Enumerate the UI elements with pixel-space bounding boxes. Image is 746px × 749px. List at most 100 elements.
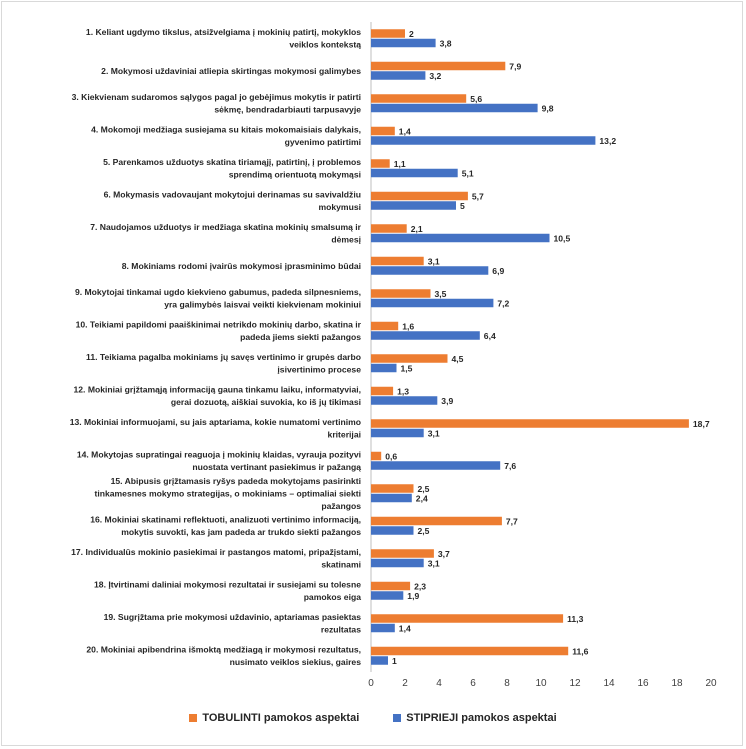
value-label-tobulinti: 7,9 (509, 61, 521, 71)
legend-label-stiprieji: STIPRIEJI pamokos aspektai (406, 712, 557, 724)
category-label: 13. Mokiniai informuojami, su jais aptar… (70, 417, 361, 427)
x-tick-label: 0 (368, 678, 374, 689)
value-label-stiprieji: 1,5 (401, 363, 413, 373)
category-label: dėmesį (331, 235, 361, 245)
bar-tobulinti (371, 61, 506, 71)
bar-tobulinti (371, 159, 390, 168)
category-label: gyvenimo patirtimi (285, 137, 361, 147)
legend: TOBULINTI pamokos aspektai STIPRIEJI pam… (0, 712, 746, 724)
x-tick-label: 16 (637, 678, 649, 689)
value-label-stiprieji: 5 (460, 201, 465, 211)
category-label: 20. Mokiniai apibendrina išmoktą medžiag… (86, 645, 361, 655)
x-tick-label: 20 (705, 678, 717, 689)
category-label: sėkmę, bendradarbiauti tarpusavyje (214, 105, 361, 115)
bar-stiprieji (371, 591, 404, 600)
bar-stiprieji (371, 461, 501, 470)
value-label-tobulinti: 3,5 (435, 289, 447, 299)
value-label-stiprieji: 2,5 (418, 526, 430, 536)
value-label-tobulinti: 1,1 (394, 159, 406, 169)
value-label-stiprieji: 3,1 (428, 428, 440, 438)
bars-group (371, 29, 689, 665)
value-label-stiprieji: 3,8 (440, 38, 452, 48)
bar-tobulinti (371, 29, 405, 38)
legend-label-tobulinti: TOBULINTI pamokos aspektai (202, 712, 360, 724)
bar-tobulinti (371, 484, 414, 493)
bar-tobulinti (371, 224, 407, 233)
category-label: gerai dozuotą, aiškiai suvokia, ko iš jų… (171, 397, 361, 407)
value-label-stiprieji: 3,2 (429, 71, 441, 81)
bar-stiprieji (371, 103, 538, 113)
category-label: 12. Mokiniai grįžtamąją informaciją gaun… (74, 385, 362, 395)
labels-group: 1. Keliant ugdymo tikslus, atsižvelgiama… (70, 27, 710, 667)
category-label: 3. Kiekvienam sudaromos sąlygos pagal jo… (72, 92, 361, 102)
bar-stiprieji (371, 656, 388, 665)
bar-stiprieji (371, 363, 397, 373)
value-label-tobulinti: 18,7 (693, 419, 710, 429)
bar-tobulinti (371, 646, 569, 656)
bar-stiprieji (371, 558, 424, 568)
value-label-tobulinti: 3,1 (428, 256, 440, 266)
x-tick-label: 14 (603, 678, 615, 689)
value-label-stiprieji: 3,9 (441, 396, 453, 406)
category-label: skatinami (321, 560, 361, 570)
bar-stiprieji (371, 493, 412, 503)
category-label: nuostata vertinant pasiekimus ir pažangą (192, 462, 361, 472)
bar-tobulinti (371, 386, 394, 396)
bar-tobulinti (371, 516, 502, 526)
value-label-stiprieji: 5,1 (462, 168, 474, 178)
value-label-stiprieji: 7,6 (504, 461, 516, 471)
x-tick-label: 12 (569, 678, 581, 689)
category-label: 6. Mokymasis vadovaujant mokytojui derin… (104, 190, 361, 200)
bar-tobulinti (371, 289, 431, 298)
category-label: 2. Mokymosi uždaviniai atliepia skirting… (101, 66, 361, 76)
value-label-stiprieji: 1,4 (399, 623, 411, 633)
legend-item-tobulinti: TOBULINTI pamokos aspektai (189, 712, 359, 724)
category-label: 17. Individualūs mokinio pasiekimai ir p… (71, 547, 361, 557)
category-label: 1. Keliant ugdymo tikslus, atsižvelgiama… (86, 27, 361, 37)
bar-stiprieji (371, 168, 458, 178)
bar-stiprieji (371, 266, 489, 275)
bar-tobulinti (371, 419, 689, 428)
value-label-stiprieji: 2,4 (416, 493, 428, 503)
category-label: 7. Naudojamos užduotys ir medžiaga skati… (90, 222, 361, 232)
legend-swatch-stiprieji (393, 714, 402, 722)
category-label: 4. Mokomoji medžiaga susiejama su kitais… (91, 125, 361, 135)
bar-stiprieji (371, 526, 414, 535)
bar-stiprieji (371, 201, 456, 210)
value-label-tobulinti: 5,6 (470, 94, 482, 104)
value-label-stiprieji: 9,8 (542, 103, 554, 113)
value-label-stiprieji: 1,9 (407, 591, 419, 601)
value-label-tobulinti: 2,3 (414, 581, 426, 591)
bar-tobulinti (371, 354, 448, 363)
legend-item-stiprieji: STIPRIEJI pamokos aspektai (393, 712, 557, 724)
value-label-tobulinti: 2 (409, 29, 414, 39)
x-tick-label: 8 (504, 678, 510, 689)
category-label: 10. Teikiami papildomi paaiškinimai netr… (76, 320, 362, 330)
category-label: pamokos eiga (304, 592, 362, 602)
bar-tobulinti (371, 94, 467, 103)
category-label: 16. Mokiniai skatinami reflektuoti, anal… (90, 515, 361, 525)
value-label-tobulinti: 0,6 (385, 451, 397, 461)
bar-stiprieji (371, 136, 596, 145)
x-tick-label: 2 (402, 678, 408, 689)
x-tick-label: 10 (535, 678, 547, 689)
value-label-stiprieji: 6,4 (484, 331, 496, 341)
bar-tobulinti (371, 549, 434, 558)
category-label: mokymusi (318, 202, 361, 212)
value-label-tobulinti: 2,5 (418, 484, 430, 494)
bar-tobulinti (371, 614, 564, 623)
bar-stiprieji (371, 623, 395, 633)
value-label-tobulinti: 11,3 (567, 614, 583, 624)
category-label: mokytis suvokti, kas jam padeda ar trukd… (121, 527, 361, 537)
category-label: 14. Mokytojas supratingai reaguoja į mok… (77, 450, 361, 460)
value-label-tobulinti: 7,7 (506, 516, 518, 526)
category-label: 8. Mokiniams rodomi įvairūs mokymosi įpr… (122, 261, 361, 271)
category-label: padeda jiems siekti pažangos (240, 332, 361, 342)
category-label: 9. Mokytojai tinkamai ugdo kiekvieno gab… (75, 287, 361, 297)
bar-stiprieji (371, 298, 494, 308)
bar-tobulinti (371, 256, 424, 266)
legend-swatch-tobulinti (189, 714, 198, 722)
category-label: veiklos kontekstą (289, 40, 361, 50)
category-label: 18. Įtvirtinami daliniai mokymosi rezult… (94, 580, 361, 590)
